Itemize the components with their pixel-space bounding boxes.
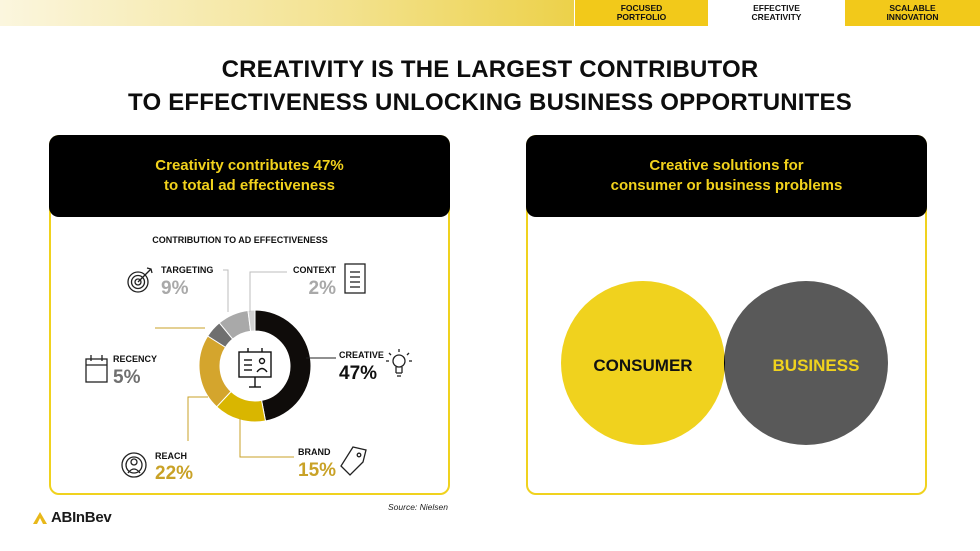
tab-focused-portfolio[interactable]: FOCUSED PORTFOLIO: [574, 0, 708, 26]
tab-label-line1: FOCUSED: [620, 3, 663, 13]
logo-mark-icon: [33, 511, 47, 524]
tab-label-line2: INNOVATION: [886, 12, 939, 22]
tab-label-line1: EFFECTIVE: [753, 3, 800, 13]
source-note: Source: Nielsen: [388, 502, 449, 512]
tab-scalable-innovation[interactable]: SCALABLE INNOVATION: [845, 0, 980, 26]
right-panel: Creative solutions for consumer or busin…: [526, 135, 927, 495]
tab-effective-creativity[interactable]: EFFECTIVE CREATIVITY: [708, 0, 845, 26]
right-panel-header: Creative solutions for consumer or busin…: [526, 135, 927, 217]
page-title-line2: TO EFFECTIVENESS UNLOCKING BUSINESS OPPO…: [128, 89, 852, 116]
right-header-line2: consumer or business problems: [610, 177, 843, 194]
left-header-line2: to total ad effectiveness: [164, 177, 335, 194]
tab-label-line1: SCALABLE: [889, 3, 936, 13]
left-panel-header: Creativity contributes 47% to total ad e…: [49, 135, 450, 217]
left-header-line1: Creativity contributes 47%: [155, 157, 344, 174]
left-panel: Creativity contributes 47% to total ad e…: [49, 135, 450, 495]
page-title-line1: CREATIVITY IS THE LARGEST CONTRIBUTOR: [221, 56, 759, 83]
right-header-line1: Creative solutions for: [649, 157, 804, 174]
tab-label-line2: PORTFOLIO: [616, 12, 667, 22]
tab-label-line2: CREATIVITY: [751, 12, 802, 22]
logo-text: ABInBev: [51, 509, 112, 526]
abinbev-logo: ABInBev: [32, 509, 112, 526]
